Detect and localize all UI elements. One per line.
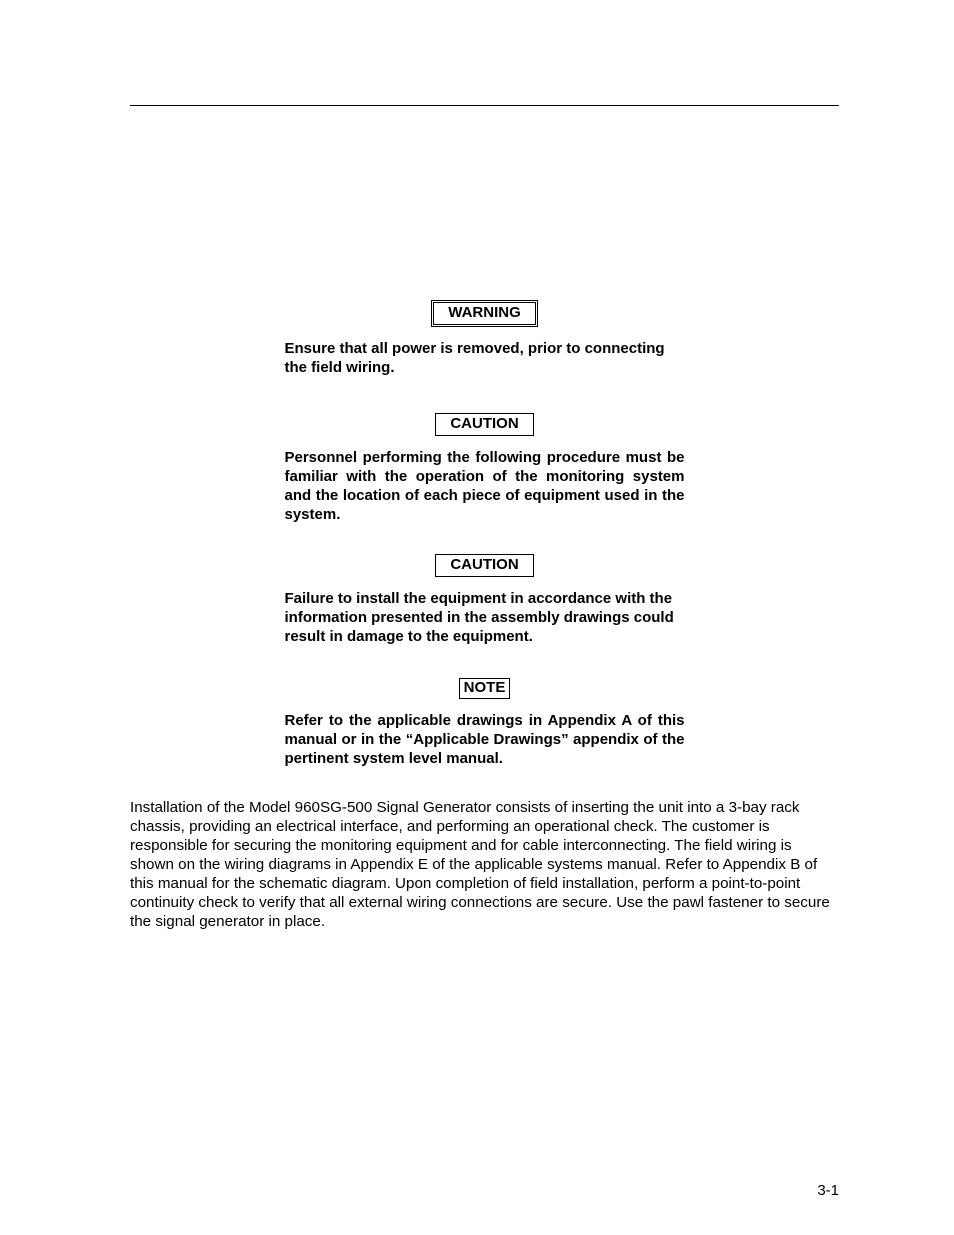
callout-header-label: CAUTION xyxy=(450,415,518,432)
callout-caution-2: CAUTION Failure to install the equipment… xyxy=(285,554,685,646)
content-area: WARNING Ensure that all power is removed… xyxy=(130,300,839,931)
callout-header-label: NOTE xyxy=(464,679,506,696)
callout-header-caution-1: CAUTION xyxy=(435,413,533,436)
body-paragraph: Installation of the Model 960SG-500 Sign… xyxy=(130,798,839,931)
callout-body-caution-1: Personnel performing the following proce… xyxy=(285,448,685,524)
callout-body-warning: Ensure that all power is removed, prior … xyxy=(285,339,685,377)
callout-warning: WARNING Ensure that all power is removed… xyxy=(285,300,685,377)
callout-header-note: NOTE xyxy=(459,678,511,699)
callout-header-caution-2: CAUTION xyxy=(435,554,533,577)
callout-body-note: Refer to the applicable drawings in Appe… xyxy=(285,711,685,768)
callout-body-caution-2: Failure to install the equipment in acco… xyxy=(285,589,685,646)
callout-caution-1: CAUTION Personnel performing the followi… xyxy=(285,413,685,524)
callout-note: NOTE Refer to the applicable drawings in… xyxy=(285,678,685,768)
callout-header-warning: WARNING xyxy=(431,300,538,327)
page-number: 3-1 xyxy=(817,1182,839,1199)
callout-header-label: WARNING xyxy=(448,304,521,321)
header-rule xyxy=(130,105,839,106)
callout-header-label: CAUTION xyxy=(450,556,518,573)
document-page: WARNING Ensure that all power is removed… xyxy=(0,0,954,1235)
